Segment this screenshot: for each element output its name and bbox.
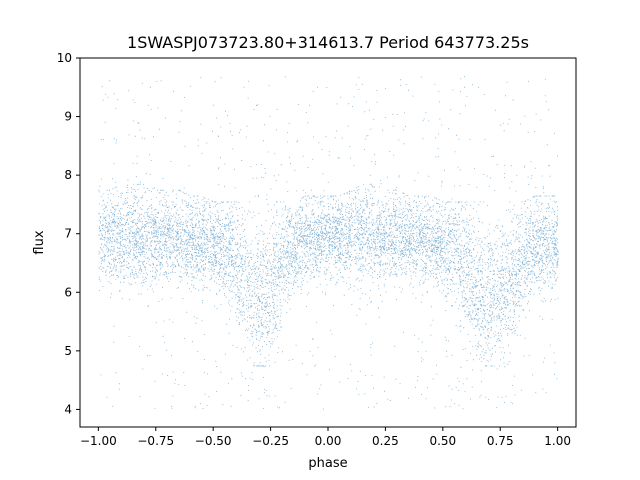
y-tick-label: 8 (64, 168, 72, 182)
scatter-points (98, 76, 559, 410)
y-tick-label: 5 (64, 344, 72, 358)
y-tick-label: 9 (64, 110, 72, 124)
y-axis-ticks: 4 5 6 7 8 9 10 (57, 51, 80, 416)
x-axis-ticks: −1.00 −0.75 −0.50 −0.25 0.00 0.25 0.50 0.75 1.00 (80, 427, 571, 448)
x-tick-label: 0.75 (487, 434, 514, 448)
x-tick-label: −0.25 (252, 434, 289, 448)
chart-title: 1SWASPJ073723.80+314613.7 Period 643773.… (127, 33, 529, 52)
x-tick-label: 0.00 (315, 434, 342, 448)
y-tick-label: 10 (57, 51, 72, 65)
data-points (98, 76, 559, 410)
x-tick-label: 0.25 (372, 434, 399, 448)
y-tick-label: 7 (64, 227, 72, 241)
x-tick-label: 0.50 (429, 434, 456, 448)
y-axis-label: flux (32, 230, 47, 254)
x-tick-label: −0.50 (195, 434, 232, 448)
x-axis-label: phase (308, 456, 347, 471)
y-tick-label: 6 (64, 285, 72, 299)
x-tick-label: −0.75 (137, 434, 174, 448)
y-tick-label: 4 (64, 402, 72, 416)
x-tick-label: 1.00 (544, 434, 571, 448)
x-tick-label: −1.00 (80, 434, 117, 448)
